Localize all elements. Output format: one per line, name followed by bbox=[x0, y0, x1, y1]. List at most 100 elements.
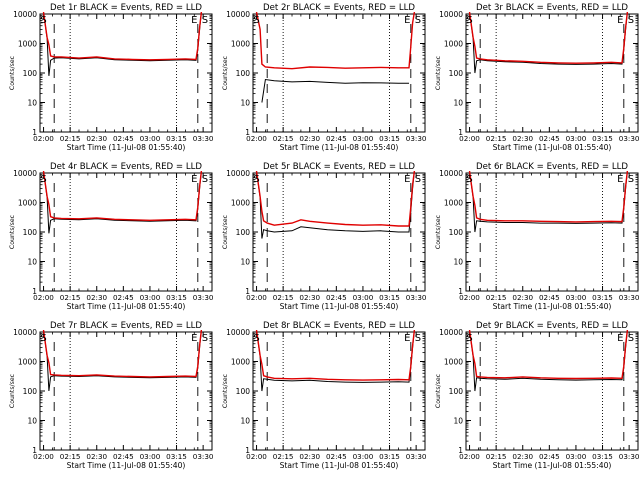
series-line-events bbox=[256, 330, 415, 392]
x-tick-label: 03:30 bbox=[193, 134, 214, 143]
y-tick-label: 1000 bbox=[444, 40, 463, 49]
panel-title: Det 1r BLACK = Events, RED = LLD bbox=[50, 3, 202, 13]
x-tick-label: 03:30 bbox=[619, 293, 640, 302]
x-tick-label: 02:45 bbox=[326, 452, 347, 461]
y-tick-label: 1 bbox=[458, 287, 463, 296]
x-tick-label: 02:30 bbox=[299, 452, 320, 461]
start-marker-label: S bbox=[415, 15, 421, 26]
y-tick-label: 10 bbox=[453, 99, 463, 108]
end-marker-label: E bbox=[617, 333, 623, 344]
y-axis-label: Counts/sec bbox=[435, 214, 442, 249]
panel-title: Det 8r BLACK = Events, RED = LLD bbox=[263, 321, 415, 331]
plot-frame bbox=[39, 172, 213, 292]
x-axis-label: Start Time (11-Jul-08 01:55:40) bbox=[67, 143, 186, 152]
y-tick-label: 100 bbox=[23, 228, 38, 237]
y-axis-label: Counts/sec bbox=[222, 55, 229, 90]
y-tick-label: 1000 bbox=[18, 40, 37, 49]
plot-frame bbox=[39, 13, 213, 133]
start-marker-label: S bbox=[253, 333, 259, 344]
x-tick-label: 02:30 bbox=[512, 134, 533, 143]
x-axis-label: Start Time (11-Jul-08 01:55:40) bbox=[280, 143, 399, 152]
y-tick-label: 10 bbox=[453, 258, 463, 267]
x-tick-label: 02:00 bbox=[33, 452, 54, 461]
x-tick-label: 02:30 bbox=[86, 134, 107, 143]
plot-frame bbox=[465, 172, 639, 292]
panel-title: Det 4r BLACK = Events, RED = LLD bbox=[50, 162, 202, 172]
series-line-events bbox=[43, 330, 202, 392]
panel-det5r: Det 5r BLACK = Events, RED = LLD 1 10 100 10… bbox=[222, 162, 427, 311]
x-tick-label: 03:00 bbox=[566, 293, 587, 302]
end-marker-label: E bbox=[617, 15, 623, 26]
y-tick-label: 1000 bbox=[18, 358, 37, 367]
start-marker-label: S bbox=[40, 333, 46, 344]
plot-frame bbox=[252, 331, 426, 451]
x-tick-label: 03:30 bbox=[406, 293, 427, 302]
x-tick-label: 02:45 bbox=[326, 293, 347, 302]
y-tick-label: 1000 bbox=[18, 199, 37, 208]
x-tick-label: 02:00 bbox=[459, 134, 480, 143]
x-tick-label: 02:15 bbox=[273, 134, 294, 143]
x-tick-label: 02:30 bbox=[299, 134, 320, 143]
y-tick-label: 10 bbox=[240, 99, 250, 108]
series-line-events bbox=[256, 171, 415, 239]
start-marker-label: S bbox=[628, 174, 634, 185]
x-tick-label: 03:15 bbox=[166, 293, 187, 302]
x-tick-label: 03:00 bbox=[353, 134, 374, 143]
y-axis-label: Counts/sec bbox=[435, 55, 442, 90]
y-tick-label: 10 bbox=[453, 417, 463, 426]
x-tick-label: 02:30 bbox=[299, 293, 320, 302]
start-marker-label: S bbox=[415, 333, 421, 344]
start-marker-label: S bbox=[253, 174, 259, 185]
x-axis-label: Start Time (11-Jul-08 01:55:40) bbox=[493, 302, 612, 311]
x-tick-label: 03:00 bbox=[353, 452, 374, 461]
x-axis-label: Start Time (11-Jul-08 01:55:40) bbox=[67, 461, 186, 470]
start-marker-label: S bbox=[466, 174, 472, 185]
x-axis-label: Start Time (11-Jul-08 01:55:40) bbox=[280, 461, 399, 470]
x-tick-label: 02:45 bbox=[539, 452, 560, 461]
y-axis-label: Counts/sec bbox=[222, 373, 229, 408]
x-tick-label: 02:45 bbox=[113, 293, 134, 302]
x-tick-label: 02:00 bbox=[246, 134, 267, 143]
y-tick-label: 10000 bbox=[13, 169, 37, 178]
y-tick-label: 1 bbox=[458, 128, 463, 137]
y-tick-label: 10 bbox=[27, 258, 37, 267]
x-tick-label: 02:30 bbox=[86, 293, 107, 302]
y-tick-label: 1 bbox=[458, 446, 463, 455]
series-line-lld bbox=[255, 12, 416, 70]
y-tick-label: 100 bbox=[236, 387, 251, 396]
x-tick-label: 02:00 bbox=[246, 293, 267, 302]
x-tick-label: 03:00 bbox=[566, 452, 587, 461]
series-line-events bbox=[43, 12, 202, 76]
y-axis-label: Counts/sec bbox=[222, 214, 229, 249]
series-line-events bbox=[469, 12, 628, 74]
start-marker-label: S bbox=[415, 174, 421, 185]
x-tick-label: 03:15 bbox=[592, 134, 613, 143]
x-axis-label: Start Time (11-Jul-08 01:55:40) bbox=[280, 302, 399, 311]
x-tick-label: 02:15 bbox=[273, 452, 294, 461]
y-tick-label: 10000 bbox=[226, 169, 250, 178]
x-tick-label: 02:00 bbox=[459, 293, 480, 302]
panel-det9r: Det 9r BLACK = Events, RED = LLD 1 10 100 10… bbox=[435, 321, 640, 470]
y-tick-label: 1000 bbox=[231, 199, 250, 208]
y-axis-label: Counts/sec bbox=[9, 214, 16, 249]
x-tick-label: 02:15 bbox=[486, 293, 507, 302]
y-tick-label: 1000 bbox=[231, 358, 250, 367]
y-tick-label: 100 bbox=[449, 387, 464, 396]
x-tick-label: 03:15 bbox=[379, 134, 400, 143]
y-tick-label: 100 bbox=[236, 69, 251, 78]
x-tick-label: 03:15 bbox=[592, 452, 613, 461]
y-tick-label: 1 bbox=[245, 287, 250, 296]
panel-title: Det 3r BLACK = Events, RED = LLD bbox=[476, 3, 628, 13]
y-tick-label: 10000 bbox=[439, 10, 463, 19]
start-marker-label: S bbox=[202, 15, 208, 26]
x-tick-label: 02:00 bbox=[33, 293, 54, 302]
start-marker-label: S bbox=[466, 333, 472, 344]
y-tick-label: 100 bbox=[236, 228, 251, 237]
y-tick-label: 1 bbox=[32, 128, 37, 137]
x-tick-label: 02:30 bbox=[86, 452, 107, 461]
y-tick-label: 10000 bbox=[439, 169, 463, 178]
x-tick-label: 02:00 bbox=[246, 452, 267, 461]
y-tick-label: 100 bbox=[449, 69, 464, 78]
x-tick-label: 03:30 bbox=[193, 293, 214, 302]
